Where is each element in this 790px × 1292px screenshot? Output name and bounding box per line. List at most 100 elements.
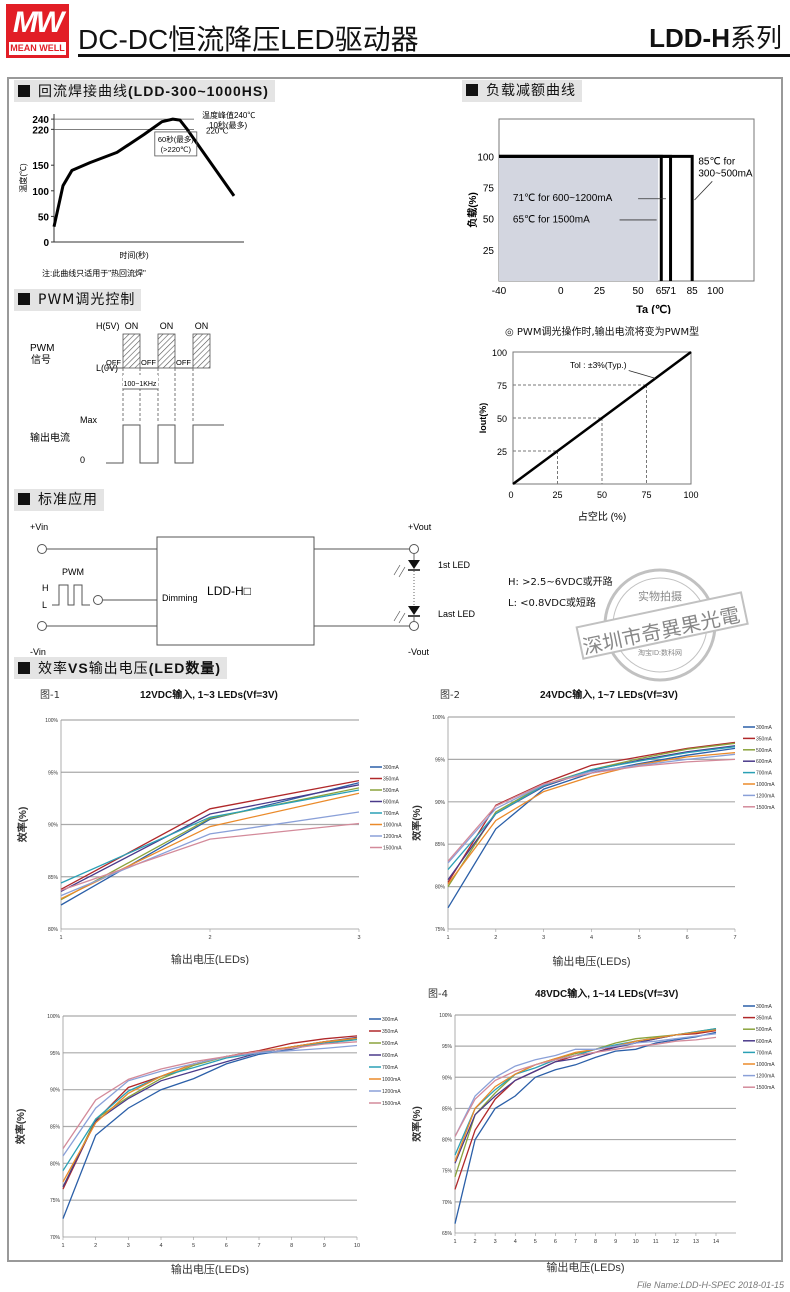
- svg-text:1: 1: [59, 935, 62, 941]
- svg-text:8: 8: [594, 1239, 597, 1245]
- svg-text:100: 100: [477, 152, 494, 163]
- section-heading-reflow: 回流焊接曲线(LDD-300~1000HS): [14, 80, 275, 102]
- svg-text:80%: 80%: [48, 927, 59, 933]
- svg-text:220℃: 220℃: [206, 126, 228, 135]
- svg-text:350mA: 350mA: [756, 1016, 773, 1022]
- heading-text: 负载减额曲线: [486, 83, 576, 99]
- svg-text:100%: 100%: [45, 718, 58, 724]
- svg-text:95%: 95%: [50, 1051, 61, 1057]
- heading-text: 输出电压: [88, 661, 149, 677]
- svg-text:350mA: 350mA: [382, 1029, 399, 1035]
- series-model: LDD-H: [649, 23, 730, 53]
- svg-text:71: 71: [665, 286, 677, 297]
- mean-well-logo: MW MEAN WELL: [6, 4, 69, 58]
- stamp-top-text: 实物拍摄: [638, 589, 682, 603]
- svg-text:4: 4: [514, 1239, 517, 1245]
- svg-text:1200mA: 1200mA: [383, 834, 402, 840]
- svg-text:输出电压(LEDs): 输出电压(LEDs): [546, 1260, 624, 1274]
- svg-text:1500mA: 1500mA: [756, 1085, 775, 1091]
- svg-text:95%: 95%: [442, 1044, 453, 1050]
- svg-text:1000mA: 1000mA: [382, 1077, 401, 1083]
- svg-text:70%: 70%: [442, 1200, 453, 1206]
- svg-text:4: 4: [159, 1243, 162, 1249]
- svg-text:1200mA: 1200mA: [756, 1074, 775, 1080]
- svg-text:1500mA: 1500mA: [382, 1101, 401, 1107]
- svg-text:90%: 90%: [48, 823, 59, 829]
- svg-text:700mA: 700mA: [383, 811, 400, 817]
- bullet-square-icon: [18, 493, 30, 505]
- svg-text:Tol : ±3%(Typ.): Tol : ±3%(Typ.): [570, 360, 627, 370]
- svg-text:90%: 90%: [442, 1075, 453, 1081]
- section-heading-application: 标准应用: [14, 489, 104, 511]
- svg-text:Last LED: Last LED: [438, 609, 476, 619]
- heading-vs: VS: [68, 660, 89, 676]
- series-title: LDD-H系列: [649, 18, 782, 55]
- svg-text:50: 50: [597, 490, 607, 500]
- svg-text:14: 14: [713, 1239, 719, 1245]
- svg-text:-Vout: -Vout: [408, 647, 430, 657]
- svg-text:500mA: 500mA: [383, 788, 400, 794]
- svg-text:Ta (℃): Ta (℃): [636, 304, 671, 314]
- svg-text:占空比 (%): 占空比 (%): [578, 510, 626, 522]
- section-heading-derating: 负载减额曲线: [462, 80, 582, 102]
- svg-text:LDD-H□: LDD-H□: [207, 584, 251, 598]
- svg-text:11: 11: [653, 1239, 659, 1245]
- svg-text:700mA: 700mA: [756, 771, 773, 777]
- bullet-square-icon: [18, 85, 30, 97]
- svg-text:80%: 80%: [435, 885, 446, 891]
- svg-text:0: 0: [80, 455, 85, 465]
- svg-text:100: 100: [707, 286, 724, 297]
- svg-text:0: 0: [558, 286, 564, 297]
- svg-text:Max: Max: [80, 415, 98, 425]
- svg-text:ON: ON: [160, 321, 174, 331]
- svg-text:7: 7: [257, 1243, 260, 1249]
- svg-text:-40: -40: [492, 286, 507, 297]
- svg-text:输出电流: 输出电流: [30, 431, 70, 444]
- svg-text:3: 3: [127, 1243, 130, 1249]
- svg-text:4: 4: [590, 935, 593, 941]
- svg-text:50: 50: [497, 414, 507, 424]
- svg-text:输出电压(LEDs): 输出电压(LEDs): [552, 954, 630, 968]
- svg-text:65%: 65%: [442, 1231, 453, 1237]
- svg-text:85℃ for: 85℃ for: [698, 156, 735, 167]
- svg-text:1200mA: 1200mA: [756, 793, 775, 799]
- section-heading-efficiency: 效率VS输出电压(LED数量): [14, 657, 228, 679]
- content-frame: [7, 77, 783, 1262]
- bullet-square-icon: [18, 293, 30, 305]
- svg-text:6: 6: [225, 1243, 228, 1249]
- svg-text:85%: 85%: [442, 1106, 453, 1112]
- svg-text:300~500mA: 300~500mA: [698, 168, 753, 179]
- svg-text:600mA: 600mA: [756, 1039, 773, 1045]
- svg-text:100%: 100%: [439, 1013, 452, 1019]
- svg-text:300mA: 300mA: [756, 1004, 773, 1010]
- svg-text:温度峰值240℃: 温度峰值240℃: [202, 110, 255, 120]
- svg-text:600mA: 600mA: [756, 759, 773, 765]
- svg-text:350mA: 350mA: [756, 736, 773, 742]
- svg-text:71℃ for 600~1200mA: 71℃ for 600~1200mA: [513, 193, 613, 204]
- svg-text:65℃ for 1500mA: 65℃ for 1500mA: [513, 214, 590, 225]
- svg-text:效率(%): 效率(%): [412, 1106, 423, 1142]
- svg-text:3: 3: [494, 1239, 497, 1245]
- watermark-stamp: 实物拍摄 深圳市奇異果光電 淘宝ID:数科网: [575, 568, 749, 682]
- svg-text:12: 12: [673, 1239, 679, 1245]
- page-title: DC-DC恒流降压LED驱动器: [78, 24, 419, 55]
- svg-text:Dimming: Dimming: [162, 593, 198, 603]
- svg-text:OFF: OFF: [106, 358, 121, 367]
- fig4-label: 图-4: [428, 989, 448, 1000]
- svg-text:H(5V): H(5V): [96, 321, 120, 331]
- svg-text:10秒(最多): 10秒(最多): [209, 120, 248, 130]
- svg-text:13: 13: [693, 1239, 699, 1245]
- title-divider: [78, 54, 790, 57]
- svg-text:100~1KHz: 100~1KHz: [124, 381, 157, 388]
- svg-text:1st LED: 1st LED: [438, 560, 471, 570]
- svg-text:(>220℃): (>220℃): [161, 145, 192, 154]
- svg-text:3: 3: [357, 935, 360, 941]
- svg-text:75%: 75%: [50, 1198, 61, 1204]
- svg-text:1000mA: 1000mA: [383, 823, 402, 829]
- svg-text:300mA: 300mA: [382, 1017, 399, 1023]
- svg-text:50: 50: [483, 215, 495, 226]
- svg-text:0: 0: [508, 490, 513, 500]
- fig1-title: 12VDC输入, 1~3 LEDs(Vf=3V): [140, 690, 278, 701]
